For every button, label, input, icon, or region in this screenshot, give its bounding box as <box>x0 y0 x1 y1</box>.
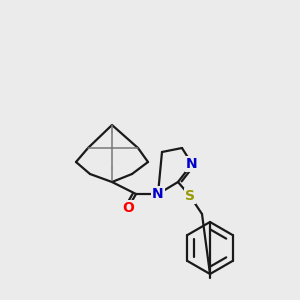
Text: S: S <box>185 189 195 203</box>
Text: O: O <box>122 201 134 215</box>
Text: N: N <box>152 187 164 201</box>
Text: N: N <box>186 157 198 171</box>
